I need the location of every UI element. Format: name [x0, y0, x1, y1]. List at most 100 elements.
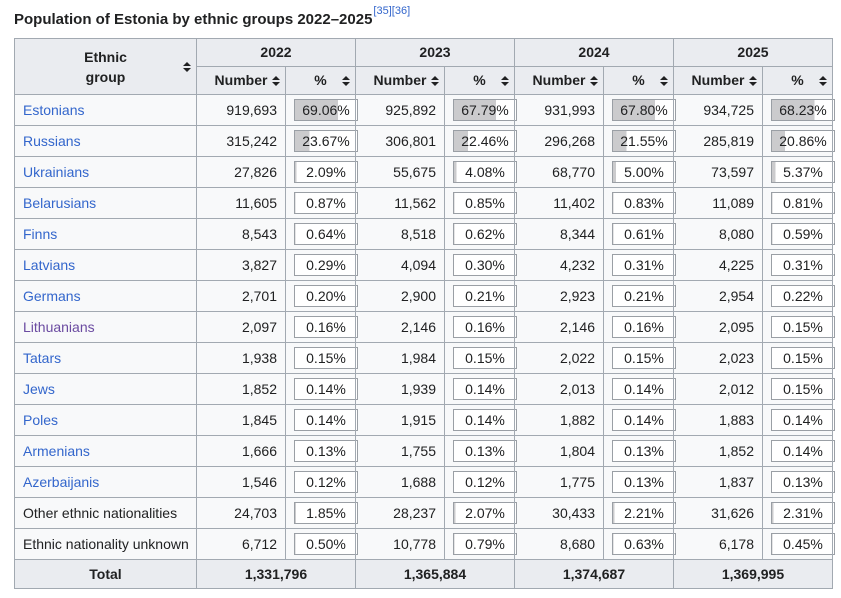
- ethnic-group-link[interactable]: Jews: [23, 381, 55, 397]
- percent-value-cell: 0.16%: [285, 311, 358, 343]
- column-header-label: %: [632, 72, 645, 88]
- percent-value-cell: 0.21%: [603, 280, 676, 312]
- ethnic-group-link[interactable]: Azerbaijanis: [23, 474, 100, 490]
- percent-value-cell: 0.50%: [285, 528, 358, 560]
- percent-bar: 5.37%: [771, 161, 835, 183]
- number-value-cell: 2,095: [673, 311, 763, 343]
- percent-value-cell: 0.14%: [285, 404, 358, 436]
- number-value-cell: 2,146: [355, 311, 445, 343]
- percent-bar: 0.14%: [453, 409, 517, 431]
- year-header-2025: 2025: [673, 38, 833, 67]
- ethnic-group-link[interactable]: Belarusians: [23, 195, 97, 211]
- number-value-cell: 10,778: [355, 528, 445, 560]
- number-value-cell: 8,680: [514, 528, 604, 560]
- percent-bar: 0.15%: [771, 378, 835, 400]
- number-value-cell: 1,882: [514, 404, 604, 436]
- ethnic-group-cell: Lithuanians: [14, 311, 197, 343]
- percent-bar: 0.14%: [294, 378, 358, 400]
- percent-value-cell: 0.15%: [603, 342, 676, 374]
- ethnic-group-link[interactable]: Armenians: [23, 443, 90, 459]
- ethnic-group-link[interactable]: Lithuanians: [23, 319, 95, 335]
- ethnic-groups-table: Ethnic group 2022 2023 2024 2025 Number% Num…: [14, 38, 835, 589]
- number-value-cell: 30,433: [514, 497, 604, 529]
- percent-bar: 2.07%: [453, 502, 517, 524]
- ethnic-group-link[interactable]: Ukrainians: [23, 164, 90, 180]
- percent-value-cell: 0.15%: [762, 342, 835, 374]
- ref-link-35[interactable]: [35]: [373, 5, 392, 17]
- percent-value-cell: 22.46%: [444, 125, 517, 157]
- column-header-ethnic-group[interactable]: Ethnic group: [14, 38, 197, 95]
- number-value-cell: 11,562: [355, 187, 445, 219]
- number-value-cell: 315,242: [196, 125, 286, 157]
- number-value-cell: 2,146: [514, 311, 604, 343]
- number-value-cell: 8,080: [673, 218, 763, 250]
- percent-bar: 0.15%: [453, 347, 517, 369]
- column-header-number-2024[interactable]: Number: [514, 66, 604, 95]
- ethnic-group-cell: Russians: [14, 125, 197, 157]
- number-value-cell: 6,712: [196, 528, 286, 560]
- percent-value-cell: 2.31%: [762, 497, 835, 529]
- year-header-2023: 2023: [355, 38, 515, 67]
- ethnic-group-link[interactable]: Russians: [23, 133, 81, 149]
- percent-value-cell: 0.61%: [603, 218, 676, 250]
- number-value-cell: 925,892: [355, 94, 445, 126]
- sort-icon: [590, 75, 598, 86]
- year-header-2022: 2022: [196, 38, 356, 67]
- ethnic-group-link[interactable]: Finns: [23, 226, 58, 242]
- percent-bar: 0.30%: [453, 254, 517, 276]
- ethnic-group-link[interactable]: Estonians: [23, 102, 85, 118]
- percent-value-cell: 0.13%: [444, 435, 517, 467]
- number-value-cell: 1,852: [673, 435, 763, 467]
- number-value-cell: 1,852: [196, 373, 286, 405]
- percent-value-cell: 1.85%: [285, 497, 358, 529]
- percent-bar: 0.14%: [612, 409, 676, 431]
- ethnic-group-cell: Ukrainians: [14, 156, 197, 188]
- ref-link-36[interactable]: [36]: [391, 5, 411, 17]
- reference-links: [35][36]: [373, 5, 410, 17]
- number-value-cell: 2,022: [514, 342, 604, 374]
- percent-bar: 0.15%: [612, 347, 676, 369]
- percent-bar: 4.08%: [453, 161, 517, 183]
- year-header-2024: 2024: [514, 38, 674, 67]
- column-header-label: Number: [214, 72, 268, 88]
- ethnic-group-link[interactable]: Tatars: [23, 350, 62, 366]
- number-value-cell: 1,546: [196, 466, 286, 498]
- number-value-cell: 1,755: [355, 435, 445, 467]
- percent-value-cell: 0.20%: [285, 280, 358, 312]
- percent-value-cell: 23.67%: [285, 125, 358, 157]
- column-header-number-2023[interactable]: Number: [355, 66, 445, 95]
- percent-bar: 0.62%: [453, 223, 517, 245]
- total-value-2023: 1,365,884: [355, 559, 515, 589]
- sort-icon: [749, 75, 757, 86]
- percent-value-cell: 0.64%: [285, 218, 358, 250]
- column-header-percent-2024[interactable]: %: [603, 66, 674, 95]
- number-value-cell: 27,826: [196, 156, 286, 188]
- percent-value-cell: 0.81%: [762, 187, 835, 219]
- percent-bar: 21.55%: [612, 130, 676, 152]
- percent-bar: 0.16%: [294, 316, 358, 338]
- ethnic-group-link[interactable]: Poles: [23, 412, 59, 428]
- ethnic-group-cell: Belarusians: [14, 187, 197, 219]
- percent-bar: 0.15%: [294, 347, 358, 369]
- number-value-cell: 3,827: [196, 249, 286, 281]
- percent-value-cell: 0.13%: [762, 466, 835, 498]
- ethnic-group-link[interactable]: Germans: [23, 288, 81, 304]
- percent-value-cell: 0.14%: [444, 404, 517, 436]
- percent-bar: 0.31%: [771, 254, 835, 276]
- number-value-cell: 1,939: [355, 373, 445, 405]
- percent-bar: 69.06%: [294, 99, 358, 121]
- percent-value-cell: 0.30%: [444, 249, 517, 281]
- percent-value-cell: 5.00%: [603, 156, 676, 188]
- number-value-cell: 68,770: [514, 156, 604, 188]
- column-header-percent-2023[interactable]: %: [444, 66, 515, 95]
- column-header-number-2025[interactable]: Number: [673, 66, 763, 95]
- column-header-percent-2025[interactable]: %: [762, 66, 833, 95]
- percent-value-cell: 0.14%: [285, 373, 358, 405]
- percent-bar: 0.85%: [453, 192, 517, 214]
- column-header-percent-2022[interactable]: %: [285, 66, 356, 95]
- table-row: Azerbaijanis 1,546 0.12% 1,688 0.12% 1,775 0.1…: [14, 466, 835, 498]
- number-value-cell: 4,094: [355, 249, 445, 281]
- column-header-number-2022[interactable]: Number: [196, 66, 286, 95]
- percent-value-cell: 67.79%: [444, 94, 517, 126]
- ethnic-group-link[interactable]: Latvians: [23, 257, 76, 273]
